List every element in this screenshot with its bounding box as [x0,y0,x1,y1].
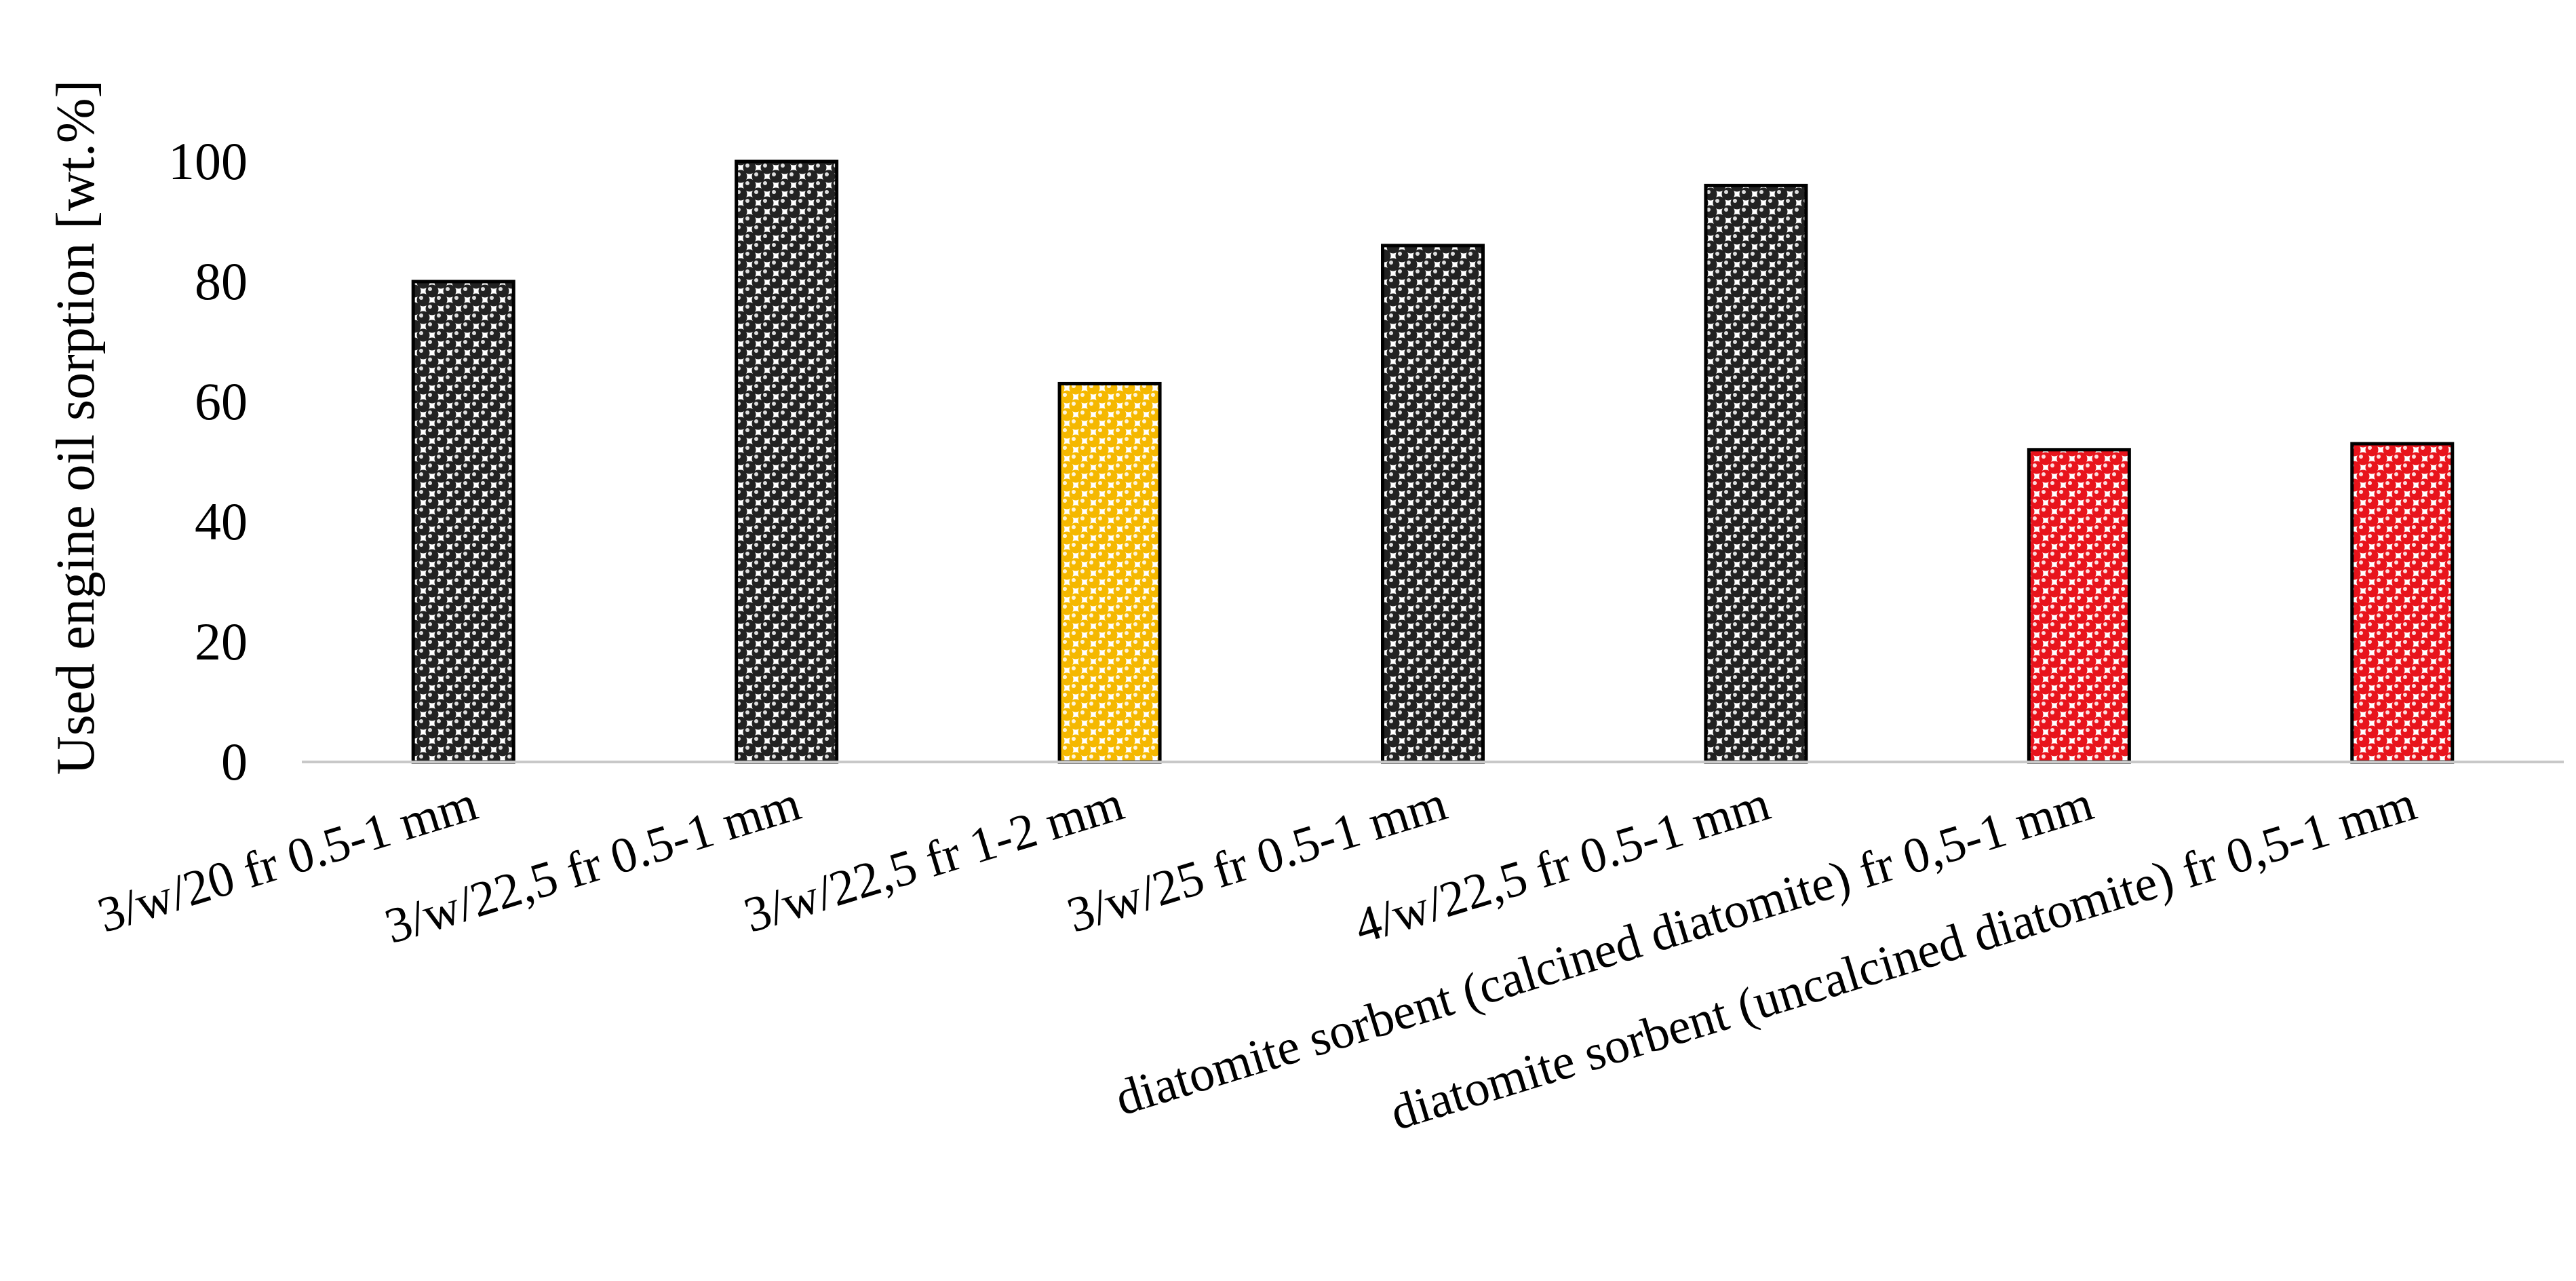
y-tick-label: 60 [195,372,248,431]
y-axis-ticks: 0 20 40 60 80 100 [168,132,248,791]
bar [1704,183,1808,764]
bars [411,159,2455,764]
bar [735,159,839,764]
y-tick-label: 100 [168,132,248,191]
y-tick-label: 40 [195,492,248,551]
bar [411,280,515,764]
bar [1381,244,1485,764]
y-tick-label: 0 [221,732,248,791]
bar [1057,381,1162,764]
x-axis-labels: 3/w/20 fr 0.5-1 mm3/w/22,5 fr 0.5-1 mm3/… [92,776,2423,1141]
y-axis-title: Used engine oil sorption [wt.%] [46,80,106,775]
bar [2027,448,2131,764]
y-tick-label: 80 [195,252,248,311]
bar [2350,442,2455,764]
y-tick-label: 20 [195,612,248,671]
